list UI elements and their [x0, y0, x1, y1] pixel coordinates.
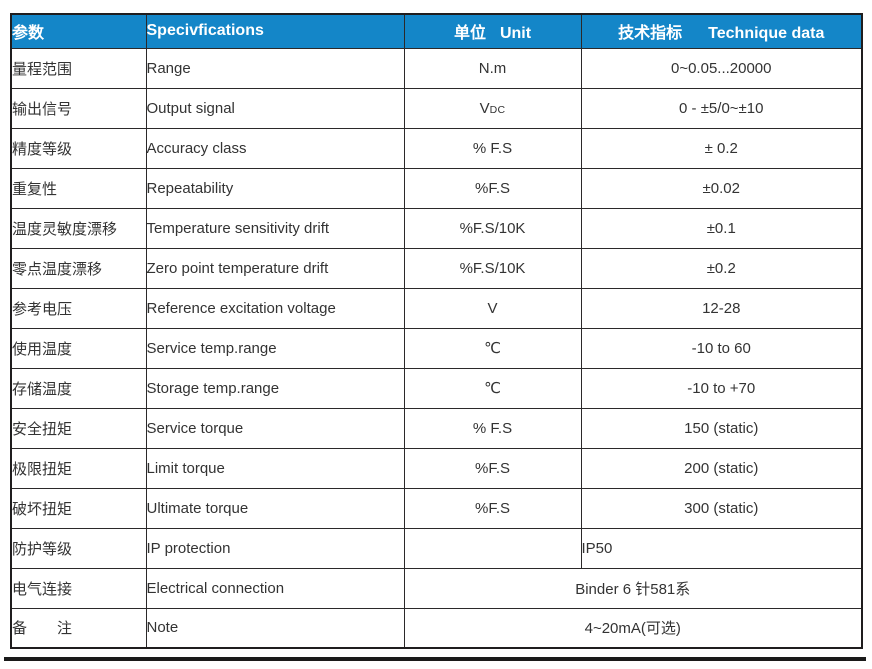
table-row-temperature-sensitivity-drift: 温度灵敏度漂移 Temperature sensitivity drift %F… [10, 207, 863, 249]
value-cell: 0 - ±5/0~±10 [580, 87, 863, 129]
table-row-ultimate-torque: 破坏扭矩 Ultimate torque %F.S 300 (static) [10, 487, 863, 529]
value-cell: IP50 [580, 527, 863, 569]
unit-cell: %F.S [403, 167, 582, 209]
table-row-electrical-connection: 电气连接 Electrical connection Binder 6 针581… [10, 567, 863, 609]
table-row-reference-excitation-voltage: 参考电压 Reference excitation voltage V 12-2… [10, 287, 863, 329]
param-en-cell: Temperature sensitivity drift [145, 207, 405, 249]
unit-cell: V [403, 287, 582, 329]
header-unit-en: Unit [499, 25, 532, 43]
param-cn-cell: 安全扭矩 [10, 407, 147, 449]
value-cell: -10 to 60 [580, 327, 863, 369]
param-en-cell: IP protection [145, 527, 405, 569]
unit-cell: VDC [403, 87, 582, 129]
value-cell: ±0.1 [580, 207, 863, 249]
param-en-cell: Storage temp.range [145, 367, 405, 409]
value-cell: -10 to +70 [580, 367, 863, 409]
table-body: 量程范围 Range N.m 0~0.05...20000 输出信号 Outpu… [10, 47, 863, 649]
bottom-divider-rule [4, 657, 866, 661]
value-cell: 200 (static) [580, 447, 863, 489]
value-cell: ±0.2 [580, 247, 863, 289]
table-row-note: 备 注 Note 4~20mA(可选) [10, 607, 863, 649]
param-cn-cell: 温度灵敏度漂移 [10, 207, 147, 249]
table-row-zero-point-temperature-drift: 零点温度漂移 Zero point temperature drift %F.S… [10, 247, 863, 289]
unit-subscript: DC [489, 103, 506, 116]
value-cell: 12-28 [580, 287, 863, 329]
unit-cell: %F.S [403, 447, 582, 489]
merged-value-cell: 4~20mA(可选) [403, 607, 863, 649]
param-en-cell: Zero point temperature drift [145, 247, 405, 289]
param-cn-cell: 备 注 [10, 607, 147, 649]
unit-cell: N.m [403, 47, 582, 89]
header-specifications: Specivfications [145, 13, 405, 49]
param-cn-cell: 参考电压 [10, 287, 147, 329]
table-row-accuracy-class: 精度等级 Accuracy class % F.S ± 0.2 [10, 127, 863, 169]
header-row: 参数 Specivfications 单位 Unit 技术指标 Technique … [10, 13, 863, 49]
param-cn-cell: 极限扭矩 [10, 447, 147, 489]
header-tech-cn: 技术指标 [618, 25, 683, 43]
param-en-cell: Note [145, 607, 405, 649]
unit-cell: %F.S/10K [403, 207, 582, 249]
unit-cell-empty [403, 527, 582, 569]
header-technique-data: 技术指标 Technique data [580, 13, 863, 49]
param-cn-cell: 使用温度 [10, 327, 147, 369]
param-en-cell: Service temp.range [145, 327, 405, 369]
unit-cell: % F.S [403, 127, 582, 169]
param-cn-cell: 存储温度 [10, 367, 147, 409]
table-row-range: 量程范围 Range N.m 0~0.05...20000 [10, 47, 863, 89]
value-cell: ±0.02 [580, 167, 863, 209]
param-cn-cell: 精度等级 [10, 127, 147, 169]
table-row-storage-temp-range: 存储温度 Storage temp.range ℃ -10 to +70 [10, 367, 863, 409]
table-row-service-torque: 安全扭矩 Service torque % F.S 150 (static) [10, 407, 863, 449]
param-cn-cell: 输出信号 [10, 87, 147, 129]
unit-cell: ℃ [403, 367, 582, 409]
value-cell: 300 (static) [580, 487, 863, 529]
header-tech-en: Technique data [708, 25, 825, 43]
param-cn-cell: 量程范围 [10, 47, 147, 89]
param-en-cell: Output signal [145, 87, 405, 129]
param-en-cell: Repeatability [145, 167, 405, 209]
param-cn-cell: 破坏扭矩 [10, 487, 147, 529]
param-cn-cell: 防护等级 [10, 527, 147, 569]
param-cn-cell: 电气连接 [10, 567, 147, 609]
header-unit: 单位 Unit [403, 13, 582, 49]
param-en-cell: Accuracy class [145, 127, 405, 169]
param-en-cell: Electrical connection [145, 567, 405, 609]
header-unit-cn: 单位 [453, 25, 486, 43]
table-row-service-temp-range: 使用温度 Service temp.range ℃ -10 to 60 [10, 327, 863, 369]
specification-table: 参数 Specivfications 单位 Unit 技术指标 Technique … [10, 13, 863, 649]
param-cn-cell: 重复性 [10, 167, 147, 209]
param-en-cell: Reference excitation voltage [145, 287, 405, 329]
unit-cell: %F.S [403, 487, 582, 529]
value-cell: 150 (static) [580, 407, 863, 449]
param-en-cell: Limit torque [145, 447, 405, 489]
unit-cell: ℃ [403, 327, 582, 369]
param-en-cell: Service torque [145, 407, 405, 449]
table-row-output-signal: 输出信号 Output signal VDC 0 - ±5/0~±10 [10, 87, 863, 129]
param-cn-cell: 零点温度漂移 [10, 247, 147, 289]
unit-cell: %F.S/10K [403, 247, 582, 289]
header-param: 参数 [10, 13, 147, 49]
table-header: 参数 Specivfications 单位 Unit 技术指标 Technique … [10, 13, 863, 49]
table-row-repeatability: 重复性 Repeatability %F.S ±0.02 [10, 167, 863, 209]
table-row-limit-torque: 极限扭矩 Limit torque %F.S 200 (static) [10, 447, 863, 489]
param-en-cell: Range [145, 47, 405, 89]
param-en-cell: Ultimate torque [145, 487, 405, 529]
table-row-ip-protection: 防护等级 IP protection IP50 [10, 527, 863, 569]
unit-cell: % F.S [403, 407, 582, 449]
unit-main: V [479, 99, 490, 117]
value-cell: ± 0.2 [580, 127, 863, 169]
merged-value-cell: Binder 6 针581系 [403, 567, 863, 609]
value-cell: 0~0.05...20000 [580, 47, 863, 89]
